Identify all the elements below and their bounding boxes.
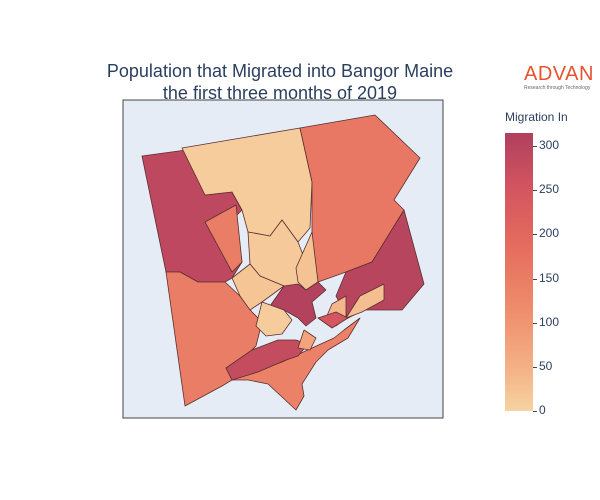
region-center-b[interactable]	[295, 231, 319, 291]
region-core-3[interactable]	[317, 311, 349, 329]
logo-tagline: Research through Technology	[524, 85, 591, 91]
region-center-a[interactable]	[231, 263, 285, 311]
colorbar-tick-label: 150	[539, 270, 560, 285]
colorbar-tick-label: 300	[539, 138, 560, 153]
colorbar-tick-label: 200	[539, 226, 560, 241]
colorbar-tick-mark	[533, 322, 537, 324]
region-southeast[interactable]	[231, 317, 361, 411]
colorbar-tick-mark	[533, 190, 537, 192]
colorbar-title: Migration In	[505, 110, 568, 124]
colorbar	[505, 133, 533, 411]
colorbar-tick-label: 50	[539, 358, 553, 373]
colorbar-tick-mark	[533, 234, 537, 236]
title-line-2: the first three months of 2019	[162, 83, 398, 103]
advan-logo: ADVAN Research through Technology	[524, 64, 596, 91]
colorbar-tick-mark	[533, 366, 537, 368]
region-center-c[interactable]	[345, 283, 385, 319]
region-core-1[interactable]	[255, 301, 293, 337]
region-west-notch[interactable]	[204, 204, 243, 273]
colorbar-tick-mark	[533, 411, 537, 412]
colorbar-tick-mark	[533, 146, 537, 148]
colorbar-tick-label: 0	[539, 403, 546, 417]
title-line-1: Population that Migrated into Bangor Mai…	[106, 61, 454, 81]
region-southwest[interactable]	[165, 271, 263, 407]
colorbar-tick-label: 100	[539, 314, 560, 329]
region-core-2[interactable]	[297, 329, 317, 351]
colorbar-tick-mark	[533, 278, 537, 280]
colorbar-tick-label: 250	[539, 182, 560, 197]
chart-title: Population that Migrated into Bangor Mai…	[60, 60, 500, 104]
region-south-strip[interactable]	[225, 339, 309, 381]
logo-brand: ADVAN	[524, 63, 594, 85]
